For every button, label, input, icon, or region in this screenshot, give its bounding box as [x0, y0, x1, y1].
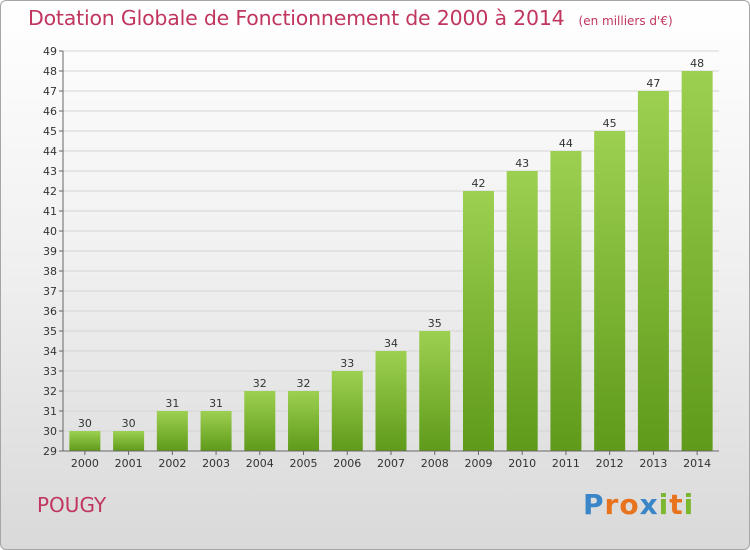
y-tick-label: 29	[43, 445, 57, 458]
y-tick-label: 37	[43, 285, 57, 298]
x-tick-label: 2003	[202, 457, 230, 470]
y-tick-label: 33	[43, 365, 57, 378]
x-tick-label: 2001	[115, 457, 143, 470]
bar	[375, 351, 407, 451]
y-tick-label: 31	[43, 405, 57, 418]
bar	[331, 371, 363, 451]
bar	[637, 91, 669, 451]
logo-letter: t	[669, 488, 684, 521]
bar-value-label: 32	[297, 377, 311, 390]
x-tick-label: 2002	[158, 457, 186, 470]
bar-value-label: 34	[384, 337, 398, 350]
y-tick-label: 36	[43, 305, 57, 318]
bar-value-label: 30	[78, 417, 92, 430]
x-tick-label: 2005	[290, 457, 318, 470]
y-tick-label: 35	[43, 325, 57, 338]
x-tick-label: 2009	[464, 457, 492, 470]
x-tick-label: 2006	[333, 457, 361, 470]
y-tick-label: 48	[43, 65, 57, 78]
bar-value-label: 48	[690, 57, 704, 70]
logo-letter: i	[683, 488, 695, 521]
logo-letter: i	[658, 488, 670, 521]
bar-value-label: 42	[471, 177, 485, 190]
x-tick-label: 2012	[596, 457, 624, 470]
proxiti-logo: Proxiti	[583, 488, 694, 521]
bar-value-label: 47	[646, 77, 660, 90]
y-tick-label: 43	[43, 165, 57, 178]
bar	[113, 431, 145, 451]
bar	[419, 331, 451, 451]
unit-label: (en milliers d'€)	[578, 14, 673, 28]
logo-letter: P	[583, 488, 605, 521]
bar	[69, 431, 101, 451]
commune-name: POUGY	[37, 493, 107, 517]
y-tick-label: 44	[43, 145, 57, 158]
y-tick-label: 46	[43, 105, 57, 118]
y-tick-label: 30	[43, 425, 57, 438]
bar	[681, 71, 713, 451]
bar	[462, 191, 494, 451]
chart-title: Dotation Globale de Fonctionnement de 20…	[28, 6, 673, 30]
x-tick-label: 2007	[377, 457, 405, 470]
bar-value-label: 44	[559, 137, 573, 150]
y-tick-label: 41	[43, 205, 57, 218]
bar	[200, 411, 232, 451]
bar-value-label: 43	[515, 157, 529, 170]
y-tick-label: 38	[43, 265, 57, 278]
y-tick-label: 47	[43, 85, 57, 98]
x-tick-label: 2008	[421, 457, 449, 470]
bar-value-label: 45	[603, 117, 617, 130]
y-tick-label: 49	[43, 45, 57, 58]
y-tick-label: 45	[43, 125, 57, 138]
bar	[156, 411, 188, 451]
bar	[506, 171, 538, 451]
bar-value-label: 33	[340, 357, 354, 370]
logo-letter: o	[619, 488, 640, 521]
x-tick-label: 2004	[246, 457, 274, 470]
logo-letter: r	[604, 488, 620, 521]
y-tick-label: 40	[43, 225, 57, 238]
x-tick-label: 2013	[639, 457, 667, 470]
y-tick-label: 32	[43, 385, 57, 398]
bar-value-label: 35	[428, 317, 442, 330]
bar-value-label: 31	[209, 397, 223, 410]
bar-value-label: 32	[253, 377, 267, 390]
y-tick-label: 34	[43, 345, 57, 358]
y-tick-label: 39	[43, 245, 57, 258]
logo-letter: x	[639, 488, 659, 521]
x-tick-label: 2000	[71, 457, 99, 470]
bar-value-label: 30	[122, 417, 136, 430]
x-tick-label: 2010	[508, 457, 536, 470]
y-tick-label: 42	[43, 185, 57, 198]
bar	[288, 391, 320, 451]
bar	[244, 391, 276, 451]
bar-value-label: 31	[165, 397, 179, 410]
bar	[550, 151, 582, 451]
bar	[594, 131, 626, 451]
x-tick-label: 2011	[552, 457, 580, 470]
x-tick-label: 2014	[683, 457, 711, 470]
